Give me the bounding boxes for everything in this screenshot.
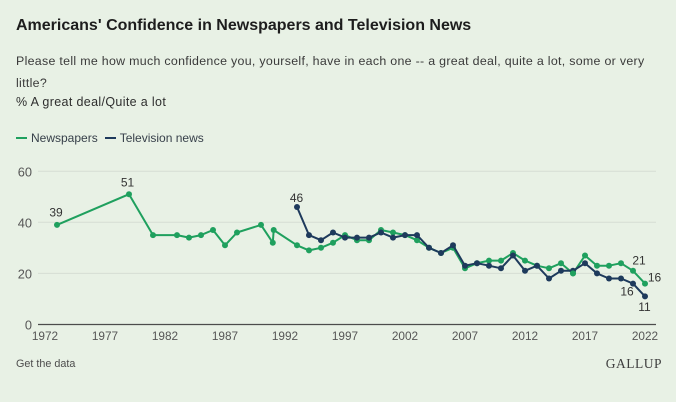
svg-text:1987: 1987 [212,329,238,343]
svg-text:21: 21 [632,254,646,268]
svg-text:1977: 1977 [92,329,118,343]
svg-text:0: 0 [25,318,32,333]
svg-text:2012: 2012 [512,329,538,343]
svg-text:1997: 1997 [332,329,358,343]
svg-text:16: 16 [648,271,662,285]
svg-text:2007: 2007 [452,329,478,343]
svg-text:16: 16 [620,285,634,299]
svg-text:11: 11 [638,300,651,314]
svg-text:2002: 2002 [392,329,418,343]
svg-text:2017: 2017 [572,329,598,343]
svg-text:1982: 1982 [152,329,178,343]
svg-text:2022: 2022 [632,329,658,343]
svg-text:39: 39 [49,206,63,220]
svg-text:20: 20 [18,267,32,282]
svg-text:46: 46 [290,191,304,205]
svg-text:40: 40 [18,216,32,231]
svg-text:1972: 1972 [32,329,58,343]
svg-text:51: 51 [121,176,135,190]
svg-text:60: 60 [18,164,32,179]
svg-text:1992: 1992 [272,329,298,343]
